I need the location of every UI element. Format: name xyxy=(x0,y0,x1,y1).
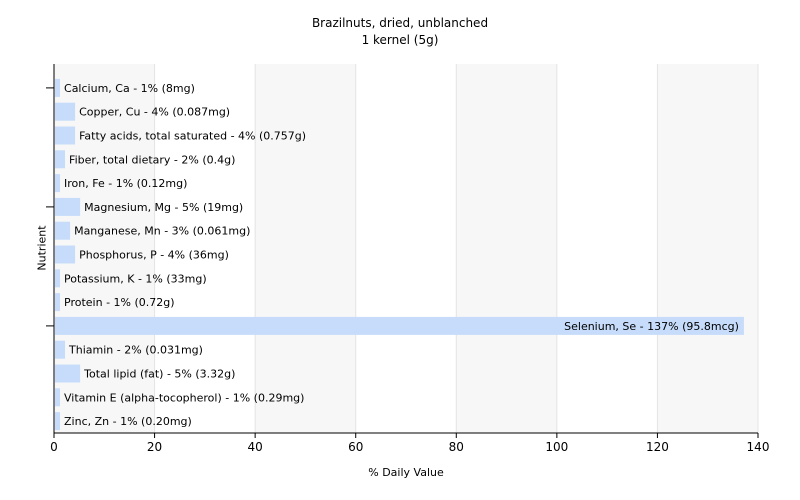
bar-label: Vitamin E (alpha-tocopherol) - 1% (0.29m… xyxy=(64,391,304,404)
bar-label: Zinc, Zn - 1% (0.20mg) xyxy=(64,415,192,428)
plot-band xyxy=(255,64,356,433)
bar-label: Selenium, Se - 137% (95.8mcg) xyxy=(564,320,739,333)
bar xyxy=(55,102,76,121)
bar-label: Thiamin - 2% (0.031mg) xyxy=(68,344,203,357)
x-tick-label: 60 xyxy=(348,440,363,454)
bar-label: Fiber, total dietary - 2% (0.4g) xyxy=(69,153,235,166)
bar-label: Magnesium, Mg - 5% (19mg) xyxy=(84,201,243,214)
x-tick-label: 140 xyxy=(747,440,770,454)
plot-band xyxy=(657,64,758,433)
bar-label: Calcium, Ca - 1% (8mg) xyxy=(64,82,195,95)
bar xyxy=(55,316,744,335)
bar xyxy=(55,364,81,383)
bar xyxy=(55,78,61,97)
plot-band xyxy=(355,64,457,433)
bar xyxy=(55,221,71,240)
x-tick-label: 0 xyxy=(50,440,58,454)
bar-label: Manganese, Mn - 3% (0.061mg) xyxy=(74,225,250,238)
bar xyxy=(55,340,66,359)
chart-title: Brazilnuts, dried, unblanched xyxy=(311,16,489,30)
x-tick-label: 40 xyxy=(248,440,263,454)
x-axis-label: % Daily Value xyxy=(368,466,444,479)
bar-label: Protein - 1% (0.72g) xyxy=(64,296,175,309)
bar-label: Fatty acids, total saturated - 4% (0.757… xyxy=(79,130,306,143)
bar-label: Iron, Fe - 1% (0.12mg) xyxy=(64,177,187,190)
x-tick-label: 120 xyxy=(646,440,669,454)
plot-band xyxy=(456,64,557,433)
bar xyxy=(55,150,66,169)
bar-label: Total lipid (fat) - 5% (3.32g) xyxy=(83,368,235,381)
bar xyxy=(55,126,76,145)
bar-label: Phosphorus, P - 4% (36mg) xyxy=(79,249,229,262)
bar xyxy=(55,412,61,431)
bar xyxy=(55,197,81,216)
bar xyxy=(55,174,61,193)
y-axis-label: Nutrient xyxy=(35,225,49,271)
chart-subtitle: 1 kernel (5g) xyxy=(361,33,439,47)
plot-band xyxy=(556,64,658,433)
plot-band xyxy=(154,64,256,433)
bar-label: Copper, Cu - 4% (0.087mg) xyxy=(79,106,230,119)
bar xyxy=(55,388,61,407)
bar xyxy=(55,293,61,312)
x-tick-label: 100 xyxy=(545,440,568,454)
x-tick-label: 20 xyxy=(147,440,162,454)
bar-label: Potassium, K - 1% (33mg) xyxy=(64,272,207,285)
x-tick-label: 80 xyxy=(449,440,464,454)
bar xyxy=(55,245,76,264)
bar xyxy=(55,269,61,288)
